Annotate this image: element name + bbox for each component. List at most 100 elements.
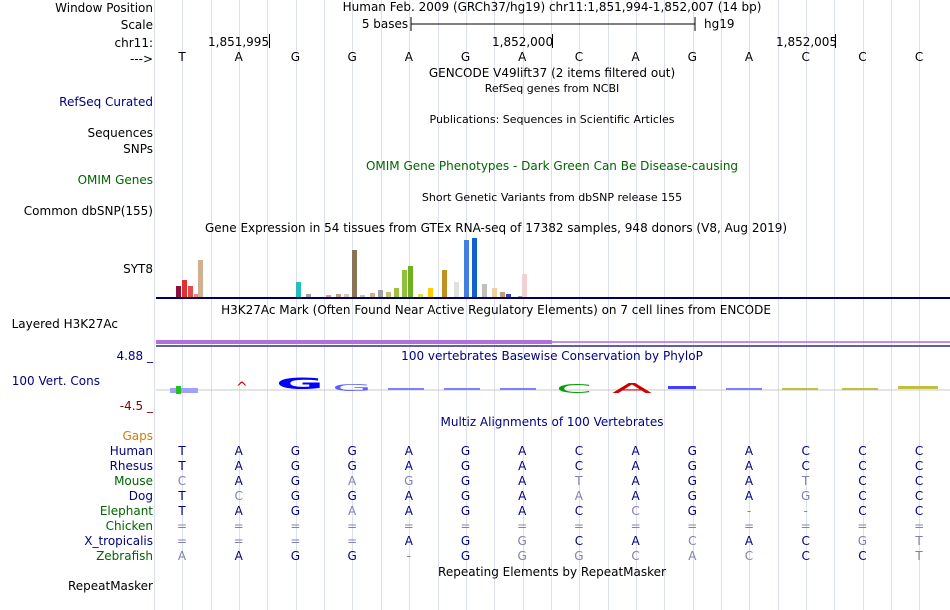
alignment-base: C bbox=[631, 549, 640, 563]
svg-text:A: A bbox=[612, 382, 652, 397]
gridline bbox=[579, 0, 580, 610]
dbsnp-track-label[interactable]: Common dbSNP(155) bbox=[23, 204, 153, 218]
alignment-base: C bbox=[858, 504, 867, 518]
sequence-base: T bbox=[178, 50, 186, 64]
omim-track-label[interactable]: OMIM Genes bbox=[77, 173, 153, 187]
gtex-tissue-bar bbox=[198, 260, 203, 298]
gridline bbox=[438, 0, 439, 610]
alignment-base: C bbox=[574, 459, 584, 473]
alignment-base: A bbox=[631, 444, 640, 458]
h3k27-track-label[interactable]: Layered H3K27Ac bbox=[11, 317, 118, 331]
alignment-base: G bbox=[517, 549, 527, 563]
alignment-base: = bbox=[857, 519, 868, 533]
alignment-base: - bbox=[803, 504, 808, 518]
gtex-track-label[interactable]: SYT8 bbox=[123, 262, 153, 276]
sequence-base: A bbox=[518, 50, 527, 64]
alignment-base: C bbox=[234, 489, 243, 503]
alignment-base: A bbox=[404, 444, 413, 458]
gencode-track-title[interactable]: GENCODE V49lift37 (2 items filtered out) bbox=[428, 66, 676, 80]
alignment-base: G bbox=[460, 549, 471, 563]
alignment-base: C bbox=[801, 534, 810, 548]
gridline bbox=[891, 0, 892, 610]
gridline bbox=[154, 0, 155, 610]
alignment-base: A bbox=[688, 549, 697, 563]
gtex-tissue-bar bbox=[386, 292, 391, 298]
alignment-base: C bbox=[858, 444, 867, 458]
cons-min-label: -4.5 _ bbox=[119, 399, 153, 413]
alignment-base: G bbox=[290, 444, 301, 458]
species-label[interactable]: Zebrafish bbox=[96, 549, 153, 563]
h3k27-signal bbox=[156, 340, 950, 347]
alignment-base: C bbox=[858, 459, 867, 473]
alignment-base: C bbox=[688, 534, 697, 548]
alignment-base: G bbox=[517, 534, 527, 548]
alignment-base: A bbox=[234, 504, 243, 518]
tick-label-1: 1,851,995 bbox=[208, 35, 270, 49]
alignment-base: A bbox=[234, 474, 243, 488]
alignment-base: A bbox=[347, 504, 357, 518]
phylop-track-desc: 100 vertebrates Basewise Conservation by… bbox=[401, 349, 703, 363]
gtex-tissue-bar bbox=[442, 270, 447, 298]
alignment-base: G bbox=[347, 459, 357, 473]
alignment-base: A bbox=[744, 474, 754, 488]
alignment-base: C bbox=[574, 444, 584, 458]
alignment-base: A bbox=[404, 459, 413, 473]
snps-track-label[interactable]: SNPs bbox=[123, 142, 153, 156]
gtex-tissue-bar bbox=[394, 288, 399, 298]
alignment-base: A bbox=[631, 489, 640, 503]
sequences-track-label[interactable]: Sequences bbox=[87, 126, 153, 140]
gridline bbox=[806, 0, 807, 610]
gtex-tissue-bar bbox=[492, 288, 497, 298]
alignment-base: C bbox=[858, 489, 867, 503]
sequence-base: G bbox=[290, 50, 301, 64]
gridline bbox=[324, 0, 325, 610]
refseq-track-label[interactable]: RefSeq Curated bbox=[59, 95, 153, 109]
gridline bbox=[466, 0, 467, 610]
gridline bbox=[352, 0, 353, 610]
species-label[interactable]: Rhesus bbox=[109, 459, 153, 473]
alignment-base: A bbox=[518, 444, 527, 458]
alignment-base: G bbox=[347, 444, 357, 458]
species-label[interactable]: X_tropicalis bbox=[84, 534, 153, 548]
alignment-base: G bbox=[687, 444, 697, 458]
alignment-base: A bbox=[234, 459, 243, 473]
gtex-tissue-bar bbox=[522, 274, 527, 298]
dbsnp-track-desc: Short Genetic Variants from dbSNP releas… bbox=[421, 191, 683, 204]
species-label[interactable]: Dog bbox=[128, 489, 153, 503]
alignment-base: G bbox=[460, 489, 471, 503]
alignment-base: = bbox=[347, 534, 358, 548]
alignment-base: G bbox=[687, 489, 697, 503]
species-label[interactable]: Human bbox=[109, 444, 153, 458]
phylop-conservation-plot: ^ G G C A bbox=[156, 374, 950, 397]
gridline bbox=[693, 0, 694, 610]
sequence-base: G bbox=[687, 50, 697, 64]
species-label[interactable]: Mouse bbox=[114, 474, 153, 488]
alignment-base: A bbox=[347, 474, 357, 488]
alignment-base: A bbox=[404, 489, 413, 503]
species-label[interactable]: Elephant bbox=[99, 504, 153, 518]
species-label[interactable]: Chicken bbox=[105, 519, 153, 533]
alignment-base: T bbox=[915, 549, 923, 563]
gridline bbox=[494, 0, 495, 610]
tick-mark-1 bbox=[269, 34, 270, 48]
gtex-track-desc: Gene Expression in 54 tissues from GTEx … bbox=[204, 221, 788, 235]
alignment-base: G bbox=[404, 474, 414, 488]
gridline bbox=[409, 0, 410, 610]
gtex-tissue-bar bbox=[352, 250, 357, 298]
track-display-area[interactable]: Human Feb. 2009 (GRCh37/hg19) chr11:1,85… bbox=[156, 0, 950, 610]
alignment-base: - bbox=[746, 504, 752, 518]
gtex-tissue-bar bbox=[506, 294, 511, 298]
gtex-bar-chart[interactable] bbox=[156, 236, 950, 300]
repeatmasker-track-label[interactable]: RepeatMasker bbox=[67, 579, 153, 593]
gridline bbox=[721, 0, 722, 610]
sequence-base: G bbox=[460, 50, 471, 64]
gtex-tissue-bar bbox=[306, 294, 311, 298]
gtex-tissue-bar bbox=[408, 266, 413, 298]
alignment-base: A bbox=[744, 444, 754, 458]
scale-bases-text: 5 bases bbox=[361, 17, 409, 31]
alignment-base: G bbox=[347, 549, 357, 563]
strand-arrow[interactable]: ---> bbox=[129, 52, 153, 66]
gaps-label[interactable]: Gaps bbox=[122, 429, 153, 443]
alignment-base: G bbox=[290, 489, 301, 503]
cons-track-label[interactable]: 100 Vert. Cons bbox=[11, 374, 100, 388]
